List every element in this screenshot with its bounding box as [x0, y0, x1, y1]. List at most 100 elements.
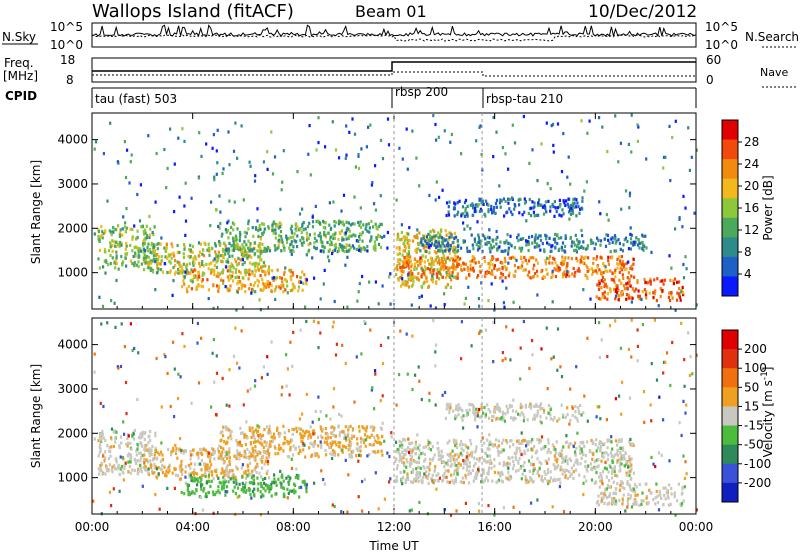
echo-cell: [405, 465, 408, 469]
echo-cell: [146, 460, 150, 464]
echo-cell: [558, 477, 561, 481]
echo-cell: [478, 459, 481, 463]
echo-cell: [616, 474, 619, 478]
echo-cell: [410, 455, 413, 459]
echo-cell: [101, 229, 104, 234]
echo-cell: [627, 347, 630, 351]
freq-unit-label: [MHz]: [3, 69, 38, 83]
echo-cell: [652, 291, 655, 295]
echo-cell: [453, 248, 456, 252]
echo-cell: [332, 441, 335, 445]
echo-cell: [257, 234, 260, 238]
echo-cell: [402, 437, 405, 442]
echo-cell: [598, 475, 601, 479]
echo-cell: [441, 241, 444, 246]
echo-cell: [290, 457, 293, 461]
echo-cell: [483, 405, 486, 410]
echo-cell: [278, 234, 281, 238]
echo-cell: [301, 444, 304, 448]
echo-cell: [377, 436, 380, 440]
echo-cell: [189, 450, 192, 454]
echo-cell: [226, 440, 229, 444]
echo-cell: [627, 247, 631, 251]
echo-cell: [400, 480, 403, 484]
echo-cell: [572, 476, 575, 480]
echo-cell: [607, 218, 610, 222]
echo-cell: [443, 238, 447, 242]
echo-cell: [220, 234, 223, 238]
echo-cell: [250, 272, 253, 276]
echo-cell: [582, 288, 585, 292]
echo-cell: [536, 438, 539, 442]
echo-cell: [524, 268, 527, 272]
echo-cell: [508, 207, 511, 211]
echo-cell: [224, 454, 227, 458]
echo-cell: [602, 271, 605, 275]
echo-cell: [377, 233, 380, 237]
echo-cell: [296, 275, 299, 279]
echo-cell: [405, 256, 408, 260]
echo-cell: [225, 465, 228, 469]
echo-cell: [513, 141, 517, 145]
echo-cell: [169, 127, 172, 131]
echo-cell: [442, 237, 445, 241]
echo-cell: [636, 123, 639, 127]
echo-cell: [556, 241, 559, 246]
echo-cell: [422, 445, 425, 449]
echo-cell: [464, 296, 467, 300]
echo-cell: [405, 261, 409, 265]
echo-cell: [613, 469, 616, 473]
echo-cell: [271, 480, 274, 484]
echo-cell: [199, 242, 202, 246]
echo-cell: [542, 212, 546, 216]
echo-cell: [510, 439, 513, 443]
echo-cell: [235, 308, 238, 312]
echo-cell: [287, 429, 291, 433]
echo-cell: [129, 441, 132, 445]
echo-cell: [125, 252, 129, 256]
echo-cell: [450, 473, 453, 477]
echo-cell: [417, 476, 420, 480]
echo-cell: [261, 269, 264, 273]
echo-cell: [491, 418, 494, 422]
echo-cell: [484, 237, 487, 241]
echo-cell: [426, 476, 429, 481]
echo-cell: [408, 285, 411, 289]
echo-cell: [280, 188, 283, 192]
echo-cell: [463, 200, 467, 205]
echo-cell: [687, 126, 690, 130]
echo-cell: [485, 199, 488, 203]
echo-cell: [305, 486, 308, 490]
echo-cell: [104, 472, 107, 476]
echo-cell: [239, 451, 242, 455]
echo-cell: [629, 232, 632, 236]
echo-cell: [214, 244, 217, 248]
echo-cell: [226, 469, 229, 473]
echo-cell: [397, 232, 400, 236]
echo-cell: [256, 284, 260, 288]
echo-cell: [227, 251, 230, 255]
echo-cell: [548, 242, 551, 247]
echo-cell: [357, 153, 360, 157]
echo-cell: [240, 282, 243, 286]
echo-cell: [641, 247, 644, 251]
echo-cell: [172, 279, 175, 283]
echo-cell: [323, 268, 326, 272]
echo-cell: [585, 479, 588, 483]
echo-cell: [309, 441, 312, 445]
echo-cell: [266, 246, 269, 250]
echo-cell: [535, 450, 538, 454]
echo-cell: [136, 397, 139, 402]
echo-cell: [554, 206, 557, 210]
echo-cell: [259, 451, 262, 455]
echo-cell: [670, 492, 673, 496]
echo-cell: [681, 225, 684, 229]
echo-cell: [277, 243, 280, 247]
echo-cell: [260, 266, 263, 270]
echo-cell: [623, 464, 626, 468]
echo-cell: [623, 486, 626, 491]
echo-cell: [234, 121, 237, 125]
echo-cell: [532, 479, 535, 484]
echo-cell: [178, 250, 181, 255]
echo-cell: [486, 241, 489, 245]
